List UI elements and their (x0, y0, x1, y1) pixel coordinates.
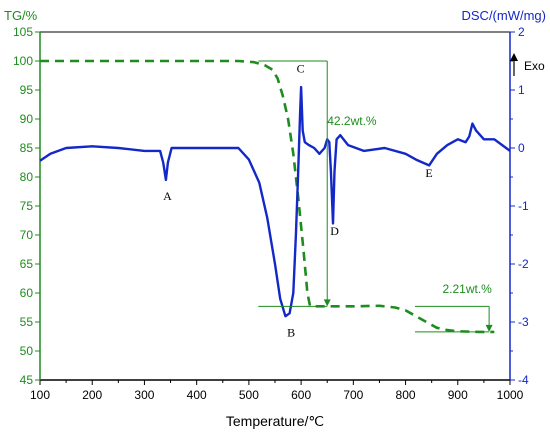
exo-arrow-head (510, 53, 518, 61)
x-tick-label: 500 (239, 388, 259, 402)
y-left-tick-label: 75 (20, 199, 34, 213)
y-left-tick-label: 105 (13, 25, 33, 39)
peak-label: C (297, 62, 305, 76)
y-left-tick-label: 65 (20, 257, 34, 271)
series-layer (39, 59, 511, 334)
y-left-tick-label: 100 (13, 54, 33, 68)
mass-loss-label: 2.21wt.% (442, 282, 492, 296)
y-right-tick-label: -4 (518, 373, 529, 387)
x-tick-label: 700 (343, 388, 363, 402)
x-axis-title: Temperature/℃ (226, 413, 324, 429)
y-right-tick-label: 2 (518, 25, 525, 39)
x-tick-label: 400 (187, 388, 207, 402)
axes: 100 200 300 400 500 600 700 800 900 1000455055606… (13, 25, 529, 402)
y-right-tick-label: -2 (518, 257, 529, 271)
y-left-tick-label: 70 (20, 228, 34, 242)
y-right-tick-label: -3 (518, 315, 529, 329)
dsc-curve (39, 85, 511, 318)
mass-loss-arrow-head (323, 299, 331, 307)
peak-label: E (425, 166, 432, 180)
y-left-tick-label: 45 (20, 373, 34, 387)
x-tick-label: 200 (82, 388, 102, 402)
x-tick-label: 800 (396, 388, 416, 402)
y-left-tick-label: 55 (20, 315, 34, 329)
exo-indicator: Exo (510, 53, 545, 76)
x-tick-label: 1000 (497, 388, 524, 402)
peak-label: B (287, 326, 295, 340)
x-tick-label: 300 (134, 388, 154, 402)
y-left-tick-label: 90 (20, 112, 34, 126)
y-left-tick-label: 60 (20, 286, 34, 300)
y-left-tick-label: 50 (20, 344, 34, 358)
x-tick-label: 100 (30, 388, 50, 402)
y-right-axis-title: DSC/(mW/mg) (462, 8, 547, 23)
y-left-axis-title: TG/% (4, 8, 38, 23)
y-left-tick-label: 80 (20, 170, 34, 184)
mass-loss-arrow-head (485, 324, 493, 332)
y-left-tick-label: 95 (20, 83, 34, 97)
x-tick-label: 600 (291, 388, 311, 402)
peak-label: A (163, 189, 172, 203)
y-right-tick-label: 1 (518, 83, 525, 97)
x-tick-label: 900 (448, 388, 468, 402)
y-right-tick-label: -1 (518, 199, 529, 213)
peak-label: D (330, 224, 339, 238)
annotations-layer: 42.2wt.% 2.21wt.% A B C D E (163, 60, 493, 340)
y-right-tick-label: 0 (518, 141, 525, 155)
mass-loss-label: 42.2wt.% (327, 114, 377, 128)
exo-label: Exo (524, 59, 545, 73)
tg-curve (40, 59, 495, 334)
y-left-tick-label: 85 (20, 141, 34, 155)
